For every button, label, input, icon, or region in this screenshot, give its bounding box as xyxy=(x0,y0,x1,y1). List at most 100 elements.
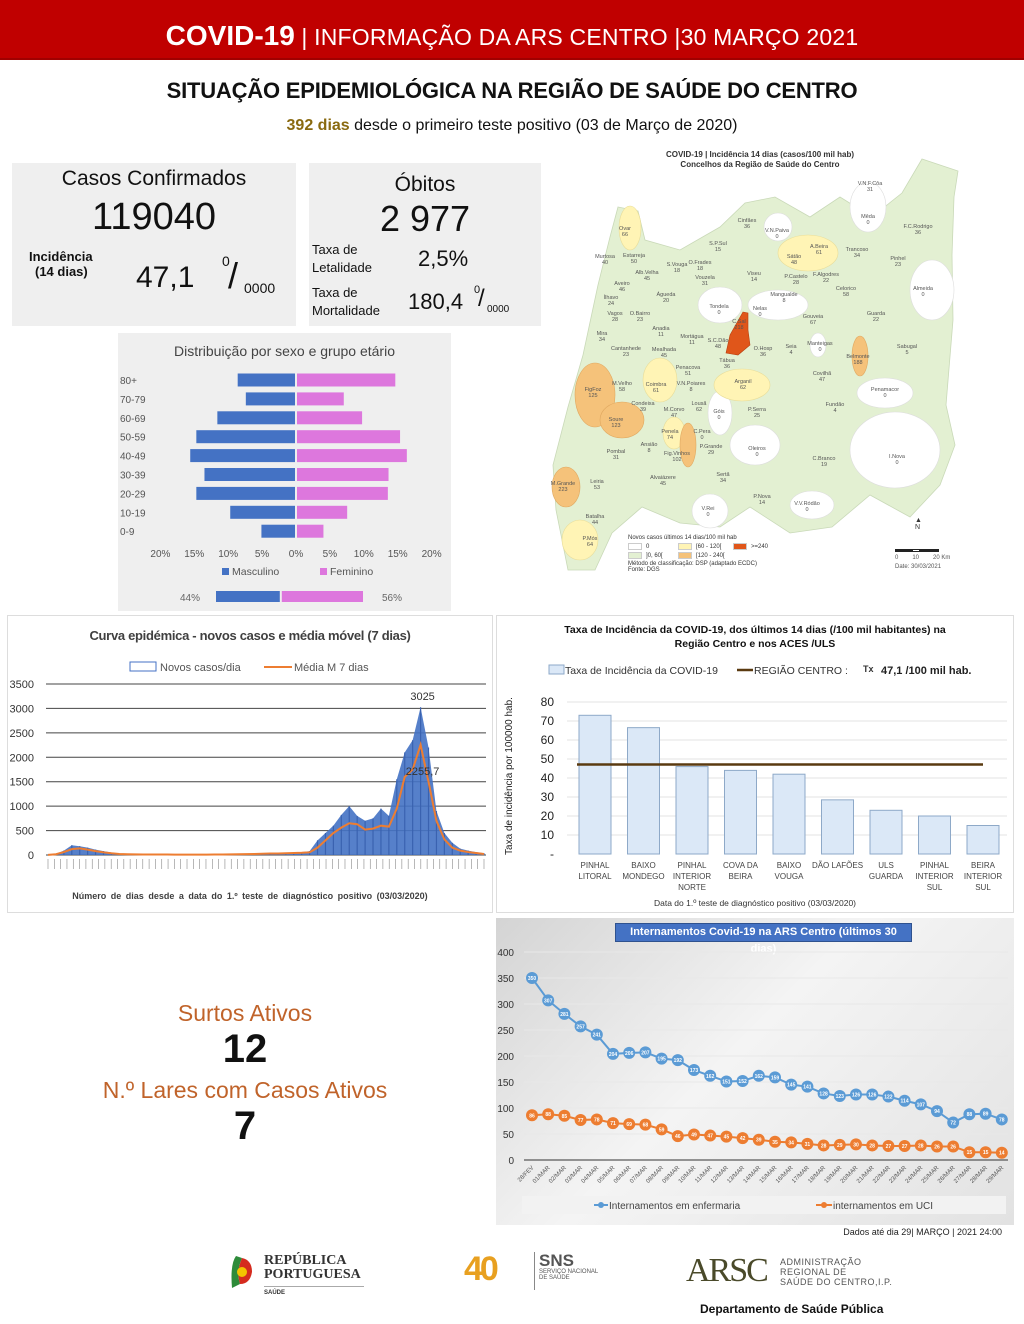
municipality-value: 31 xyxy=(866,187,874,193)
area-vila-de-rei xyxy=(691,493,729,529)
legend-ward-label: Internamentos em enfermaria xyxy=(609,1201,741,1212)
municipality-name: Condeixa xyxy=(631,401,655,407)
ward-point xyxy=(720,1075,733,1088)
municipality-value: 8 xyxy=(782,298,786,304)
portugal-shield-icon xyxy=(231,1256,252,1288)
female-bar xyxy=(297,505,348,519)
male-bar xyxy=(196,486,295,500)
lethality-value: 2,5% xyxy=(418,246,469,271)
area-penamacor xyxy=(856,377,914,409)
municipality-name: Trancoso xyxy=(845,247,869,253)
female-bar xyxy=(297,430,401,444)
map-municipality-label: Tondela 0 xyxy=(709,304,728,316)
municipality-name: Manteigas xyxy=(807,341,833,347)
municipality-value: 48 xyxy=(790,260,798,266)
female-bar xyxy=(297,392,344,406)
confirmed-cases-label: Casos Confirmados xyxy=(61,167,247,190)
municipality-value: 46 xyxy=(618,287,626,293)
saude-text: SAÚDE xyxy=(264,1286,364,1296)
data-label: 195 xyxy=(657,1057,666,1063)
category-label: INTERIOR xyxy=(915,872,953,881)
municipality-value: 31 xyxy=(612,455,620,461)
uci-point xyxy=(704,1129,717,1142)
female-bar xyxy=(297,486,388,500)
municipality-value: 74 xyxy=(666,435,674,441)
map-municipality-label: Ílhavo 24 xyxy=(604,295,619,307)
map-municipality-label: Coimbra 61 xyxy=(646,382,667,394)
page-subtitle: 392 dias desde o primeiro teste positivo… xyxy=(0,117,1024,135)
sns-text: SNS SERVIÇO NACIONAL DE SAÚDE xyxy=(534,1252,598,1290)
legend-box xyxy=(522,1196,1006,1214)
sns-40-logo: 40 SNS SERVIÇO NACIONAL DE SAÚDE xyxy=(464,1250,604,1294)
map-municipality-label: O.Frades 18 xyxy=(689,260,712,272)
legend-uci-label: internamentos em UCI xyxy=(833,1201,933,1212)
map-municipality-label: Fig.Vinhos 102 xyxy=(664,451,690,463)
municipality-value: 50 xyxy=(630,259,638,265)
scale-label: 20 Km xyxy=(933,555,951,561)
subtitle-text: desde o primeiro teste positivo (03 de M… xyxy=(349,117,738,134)
map-municipality-label: Vouzela 31 xyxy=(695,275,715,287)
map-source: Fonte: DGS xyxy=(628,567,660,573)
hosp-title: Internamentos Covid-19 na ARS Centro (úl… xyxy=(615,923,912,955)
area-vv-rodao xyxy=(789,490,835,520)
municipality-value: 29 xyxy=(707,450,715,456)
municipality-name: Belmonte xyxy=(846,354,870,360)
map-municipality-label: Mangualde 8 xyxy=(770,292,797,304)
unit-sub: 0000 xyxy=(244,280,276,296)
data-label: 45 xyxy=(724,1135,730,1141)
municipality-value: 48 xyxy=(714,344,722,350)
legend-label: ]0, 60[ xyxy=(646,552,663,559)
age-group-label: 80+ xyxy=(120,376,137,387)
ward-point xyxy=(866,1088,879,1101)
area-porto-de-mos xyxy=(561,519,599,561)
area-meda xyxy=(849,181,887,233)
map-municipality-label: Mortágua 11 xyxy=(680,334,703,346)
lethality-label: Taxa de Letalidade xyxy=(312,241,372,277)
municipality-value: 34 xyxy=(598,337,606,343)
map-municipality-label: Mealhada 45 xyxy=(652,347,676,359)
map-municipality-label: Trancoso 34 xyxy=(846,247,869,259)
data-label: 162 xyxy=(755,1074,764,1080)
municipality-name: P.Nova xyxy=(753,494,771,500)
data-label: 26 xyxy=(950,1144,956,1150)
data-label: 29 xyxy=(837,1143,843,1149)
female-bar xyxy=(297,524,324,538)
municipality-name: Ílhavo xyxy=(603,295,619,301)
legend-swatch xyxy=(628,552,642,559)
ward-point xyxy=(801,1080,814,1093)
municipality-name: C.Sal xyxy=(732,319,746,325)
municipality-name: Tondela xyxy=(709,304,729,310)
municipality-value: 0 xyxy=(866,220,870,226)
municipality-value: 34 xyxy=(719,478,727,484)
incidence-bar xyxy=(821,799,854,855)
municipality-name: Lousã xyxy=(691,401,707,407)
ward-point xyxy=(639,1046,652,1059)
map-municipality-label: Arganil 62 xyxy=(734,379,751,391)
map-municipality-label: Vagos 28 xyxy=(607,311,622,323)
municipality-value: 0 xyxy=(805,507,809,513)
data-label: 68 xyxy=(643,1123,649,1129)
nursing-homes-value: 7 xyxy=(233,1104,257,1148)
municipality-name: Guarda xyxy=(866,311,886,317)
municipality-name: Sertã xyxy=(716,472,730,478)
municipality-value: 0 xyxy=(895,460,899,466)
uci-point xyxy=(558,1109,571,1122)
incidence-label: Incidência (14 dias) xyxy=(29,249,93,279)
female-bar xyxy=(297,449,407,463)
municipality-name: Sátão xyxy=(786,254,802,260)
data-label: 122 xyxy=(884,1095,893,1101)
municipality-value: 53 xyxy=(593,485,601,491)
north-arrow-icon: ▲ N xyxy=(915,517,922,531)
map-municipality-label: Tábua 36 xyxy=(719,358,735,370)
arsc-logo: ARSC ADMINISTRAÇÃO REGIONAL DE SAÚDE DO CE… xyxy=(684,1250,934,1320)
data-label: 31 xyxy=(805,1142,811,1148)
legend-female-swatch xyxy=(320,568,327,575)
category-label: ULS xyxy=(878,861,894,870)
uci-point xyxy=(671,1130,684,1143)
mortality-label: Taxa de Mortalidade xyxy=(312,284,380,320)
scale-bar xyxy=(895,549,939,552)
uci-point xyxy=(979,1146,992,1159)
data-label: 30 xyxy=(853,1142,859,1148)
map-municipality-label: Fundão 4 xyxy=(826,402,845,414)
map-legend-item: >=240 xyxy=(733,543,778,550)
